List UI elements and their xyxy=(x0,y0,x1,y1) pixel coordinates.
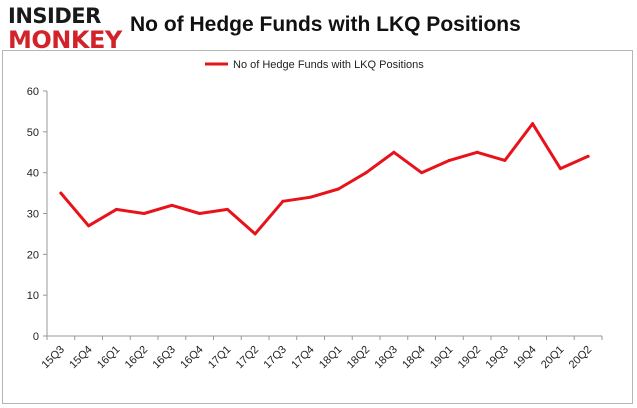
series-line xyxy=(59,122,590,236)
data-point xyxy=(198,212,202,215)
data-point xyxy=(531,122,535,126)
outer-frame xyxy=(2,50,633,404)
y-tick-label: 10 xyxy=(27,290,39,302)
x-tick-label: 16Q3 xyxy=(150,344,178,372)
x-tick-label: 17Q3 xyxy=(261,344,289,372)
data-point xyxy=(558,167,562,171)
x-tick-label: 15Q4 xyxy=(67,344,95,372)
x-tick-label: 16Q2 xyxy=(123,344,151,372)
x-tick-label: 17Q2 xyxy=(234,344,262,372)
data-point xyxy=(586,154,590,158)
data-point xyxy=(309,195,313,199)
y-tick-label: 20 xyxy=(27,249,39,261)
logo-line-insider: INSIDER xyxy=(8,4,101,28)
x-tick-label: 18Q4 xyxy=(400,344,428,372)
insider-monkey-logo: INSIDER MONKEY xyxy=(8,4,122,54)
logo-line-monkey: MONKEY xyxy=(8,26,122,54)
x-tick-label: 16Q4 xyxy=(178,344,206,372)
legend-label: No of Hedge Funds with LKQ Positions xyxy=(233,59,424,71)
plot-area xyxy=(59,122,590,236)
data-point xyxy=(392,150,396,154)
x-tick-label: 18Q3 xyxy=(372,344,400,372)
x-tick-label: 19Q1 xyxy=(428,344,456,372)
y-tick-label: 40 xyxy=(27,168,39,180)
data-point xyxy=(475,150,479,154)
data-point xyxy=(87,224,91,228)
data-point xyxy=(225,207,229,211)
x-tick-label: 20Q2 xyxy=(567,344,595,372)
data-point xyxy=(142,212,146,215)
x-tick-label: 19Q4 xyxy=(511,344,539,372)
data-point xyxy=(447,158,451,162)
x-tick-label: 18Q1 xyxy=(317,344,345,372)
data-point xyxy=(59,191,63,195)
y-tick-label: 60 xyxy=(27,86,39,98)
data-point xyxy=(336,187,340,191)
legend: No of Hedge Funds with LKQ Positions xyxy=(205,59,424,71)
data-point xyxy=(114,207,118,211)
data-point xyxy=(364,171,368,175)
data-point xyxy=(503,158,507,162)
x-tick-label: 20Q1 xyxy=(539,344,567,372)
y-tick-label: 30 xyxy=(27,209,39,221)
x-tick-label: 16Q1 xyxy=(95,344,123,372)
data-point xyxy=(170,203,174,207)
data-point xyxy=(281,199,285,203)
data-point xyxy=(420,171,424,175)
chart-title: No of Hedge Funds with LKQ Positions xyxy=(130,13,521,36)
data-point xyxy=(253,232,257,236)
x-tick-label: 17Q4 xyxy=(289,344,317,372)
x-tick-label: 19Q3 xyxy=(483,344,511,372)
y-tick-label: 50 xyxy=(27,127,39,139)
x-tick-label: 17Q1 xyxy=(206,344,234,372)
y-tick-label: 0 xyxy=(33,331,39,343)
x-tick-label: 18Q2 xyxy=(345,344,373,372)
x-tick-label: 19Q2 xyxy=(456,344,484,372)
x-tick-label: 15Q3 xyxy=(39,344,67,372)
